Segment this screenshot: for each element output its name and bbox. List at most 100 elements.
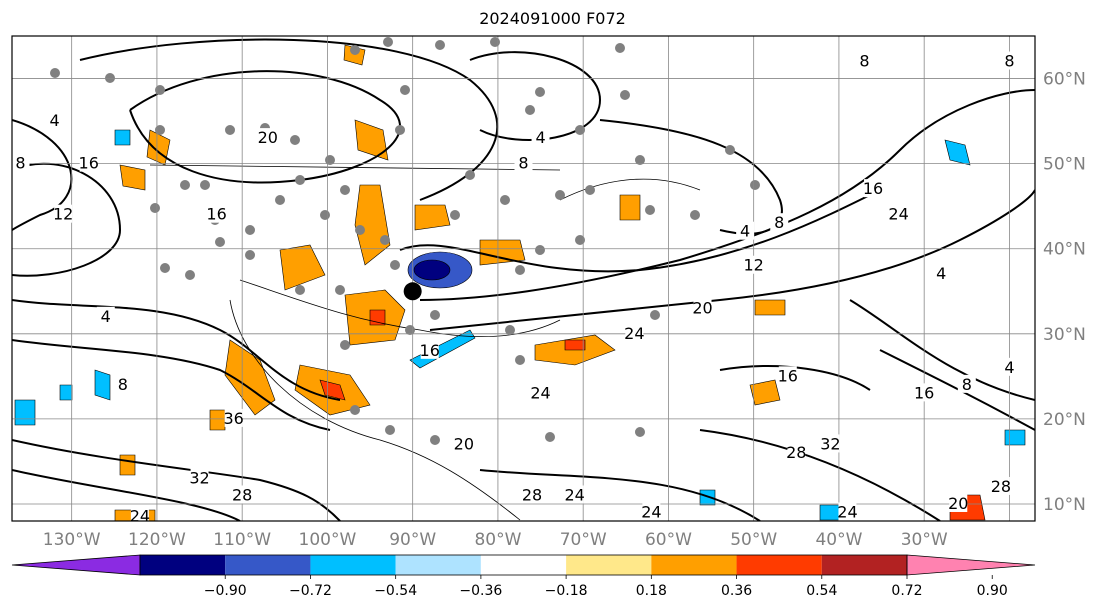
longitude-label: 120°W [128,530,186,550]
contour-label-bg [957,374,976,393]
colorbar-tick-label: −0.36 [459,583,502,599]
contour-label-bg [693,298,712,317]
colorbar-tick-label: 0.90 [977,583,1008,599]
contour-label: 8 [962,375,972,394]
contour-label-bg [778,366,797,385]
contour-label: 24 [564,485,584,504]
contour-label: 20 [692,298,712,317]
contour-label-bg [949,493,968,512]
contour-label: 4 [101,307,111,326]
latitude-label: 30°N [1043,325,1086,345]
contour-label: 24 [130,507,150,526]
latitude-label: 10°N [1043,495,1086,515]
colorbar-tick-label: 0.36 [721,583,752,599]
colorbar-segment [310,555,396,575]
contour-label: 4 [936,264,946,283]
colorbar-segment [566,555,652,575]
colorbar-segment [395,555,481,575]
colorbar-segment [480,555,567,575]
contour-label-bg [932,264,951,283]
contour-label-bg [889,204,908,223]
longitude-label: 130°W [43,530,101,550]
colorbar-tick-label: 0.72 [891,583,922,599]
map-background [12,36,1035,521]
contour-label-bg [744,255,763,274]
contour-label-bg [11,153,30,172]
contour-label-bg [991,476,1010,495]
longitude-label: 30°W [901,530,948,550]
latitude-labels: 60°N 50°N 40°N 30°N 20°N 10°N [1043,70,1086,515]
contour-label-bg [625,323,644,342]
contour-label: 12 [53,205,73,224]
contour-label: 8 [774,213,784,232]
contour-label: 8 [1004,52,1014,71]
contour-label: 24 [888,205,908,224]
longitude-label: 100°W [299,530,357,550]
contour-label-bg [514,153,533,172]
contour-label-bg [855,51,874,70]
contour-label: 24 [837,502,857,521]
contour-label: 16 [206,205,226,224]
longitude-label: 80°W [474,530,521,550]
contour-label: 20 [948,494,968,513]
longitude-labels: 130°W 120°W 110°W 100°W 90°W 80°W 70°W 60°W 50°W… [43,530,948,550]
colorbar-segment [651,555,737,575]
contour-label: 28 [232,485,252,504]
contour-label-bg [454,434,473,453]
contour-label: 24 [641,502,661,521]
contour-layer [12,38,1035,521]
contour-label-bg [420,340,439,359]
colorbar: −0.90 −0.72 −0.54 −0.36 −0.18 0.18 0.36 0.54 0.7… [11,554,1036,599]
borders-layer [149,164,701,521]
contour-label: 8 [15,154,25,173]
low-center-marker [403,282,422,301]
contour-label: 4 [740,222,750,241]
colorbar-tick-label: −0.18 [545,583,588,599]
contour-label-bg [565,485,584,504]
contour-label: 16 [778,366,798,385]
contour-label-bg [258,128,277,147]
map-title: 2024091000 F072 [479,9,626,28]
longitude-label: 40°W [815,530,862,550]
contour-label: 28 [991,477,1011,496]
latitude-label: 60°N [1043,70,1086,90]
contour-label: 8 [518,154,528,173]
colorbar-segment [140,555,226,575]
colorbar-frame [139,554,908,576]
contour-label: 32 [189,468,209,487]
contour-label: 16 [863,179,883,198]
longitude-label: 70°W [560,530,607,550]
contour-label-bg [190,468,209,487]
contour-label: 32 [820,434,840,453]
contour-label-bg [642,502,661,521]
contour-label: 4 [50,111,60,130]
contour-label: 4 [535,128,545,147]
latitude-label: 50°N [1043,155,1086,175]
contour-label-bg [1000,357,1019,376]
contour-label: 16 [914,383,934,402]
colorbar-extend-low [11,554,141,576]
colorbar-tick-label: −0.90 [204,583,247,599]
contour-label: 24 [624,324,644,343]
colorbar-tick-label: 0.18 [636,583,667,599]
contour-label-bg [54,204,73,223]
contour-label-bg [224,408,243,427]
contour-label: 36 [223,409,243,428]
contour-label-bg [1000,51,1019,70]
contour-label: 16 [79,154,99,173]
longitude-label: 50°W [730,530,777,550]
longitude-label: 60°W [645,530,692,550]
contour-label: 12 [743,256,763,275]
contour-label: 28 [522,485,542,504]
longitude-label: 110°W [213,530,271,550]
contour-label-bg [96,306,115,325]
contour-label-bg [736,221,755,240]
contour-label-bg [207,204,226,223]
colorbar-tick-label: −0.72 [289,583,332,599]
contour-label: 8 [118,375,128,394]
latitude-label: 40°N [1043,240,1086,260]
contour-label: 20 [454,434,474,453]
graticule [12,36,1035,521]
